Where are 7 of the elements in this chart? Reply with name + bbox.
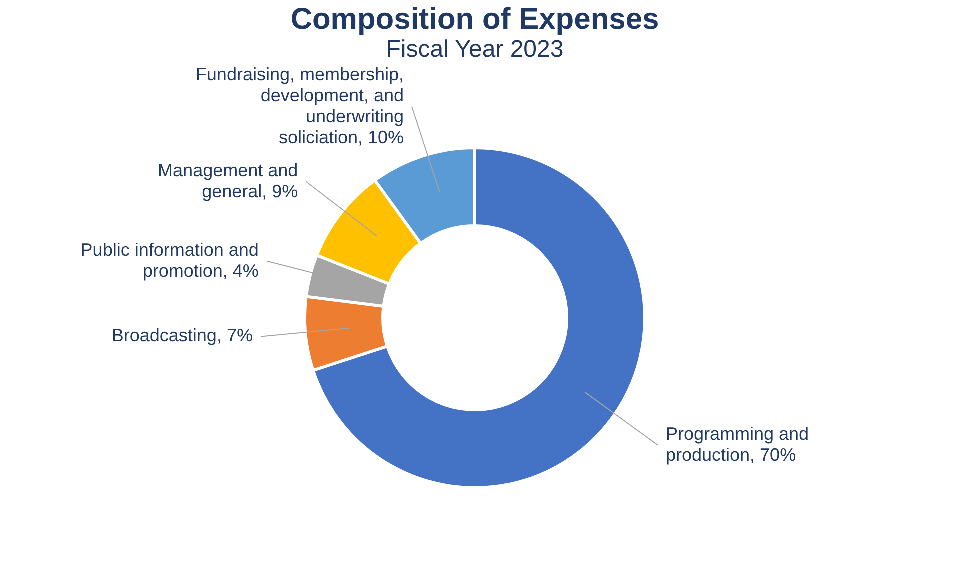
slice-label: Broadcasting, 7% bbox=[112, 326, 253, 346]
slice-label: Management and general, 9% bbox=[158, 160, 298, 202]
slice-label: Fundraising, membership, development, and underwriting soliciation, 10% bbox=[196, 64, 404, 148]
chart-subtitle: Fiscal Year 2023 bbox=[386, 36, 564, 63]
chart-title: Composition of Expenses bbox=[290, 3, 660, 36]
slice-label: Programming and production, 70% bbox=[666, 424, 810, 465]
slice-label: Public information and promotion, 4% bbox=[80, 240, 259, 281]
